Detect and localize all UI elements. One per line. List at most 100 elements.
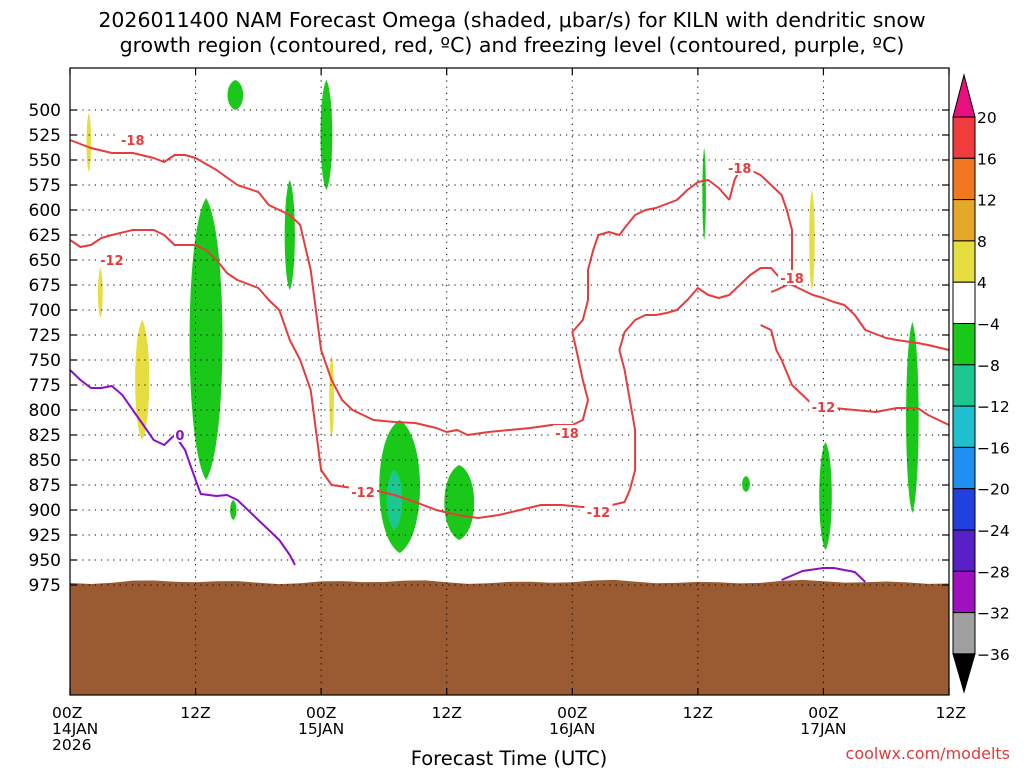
contour-line (69, 139, 573, 436)
contour-label: -12 (351, 486, 375, 501)
colorbar-bin (952, 323, 976, 366)
colorbar-bin (952, 612, 976, 655)
x-tick-label: 14JAN (52, 720, 98, 738)
x-tick-label: 00Z (557, 704, 587, 722)
omega-region (809, 190, 815, 290)
omega-region (444, 465, 475, 540)
contour-label-bg (553, 425, 582, 440)
colorbar-bin (952, 405, 976, 448)
x-axis-label: Forecast Time (UTC) (411, 747, 608, 768)
y-tick-label: 750 (29, 351, 61, 371)
omega-region (86, 113, 92, 172)
colorbar-tick-label: −28 (977, 563, 1010, 581)
y-tick-label: 725 (29, 326, 61, 346)
colorbar-tick-label: −4 (977, 316, 1000, 334)
colorbar-tick-label: 8 (977, 233, 987, 251)
contour-label-bg (349, 484, 377, 499)
y-tick-label: 650 (29, 251, 61, 271)
x-tick-label: 2026 (52, 736, 91, 754)
terrain-band (70, 579, 949, 695)
colorbar-bin (952, 199, 976, 242)
omega-region (702, 148, 706, 240)
colorbar-tick-label: 4 (977, 274, 987, 292)
x-tick-label: 00Z (808, 704, 838, 722)
omega-shaded-layer (86, 80, 919, 553)
y-tick-label: 700 (29, 301, 61, 321)
colorbar-bin (952, 446, 976, 490)
contour-label-bg (97, 252, 126, 267)
omega-region (227, 80, 244, 110)
contour-label-layer: -18 -12 0 -12 -18 -12 -18 -18 -12 (97, 132, 838, 521)
omega-region (819, 442, 832, 550)
colorbar-bottom-triangle (952, 653, 976, 694)
y-tick-label: 625 (29, 226, 61, 246)
y-tick-label: 600 (29, 201, 61, 221)
y-tick-label: 925 (29, 526, 61, 546)
colorbar-tick-label: −24 (977, 522, 1010, 540)
contour-line (69, 369, 296, 566)
chart-title-line-2: growth region (contoured, red, ºC) and f… (119, 33, 905, 57)
plot-frame (69, 67, 950, 696)
x-tick-label: 15JAN (298, 720, 344, 738)
x-tick-label: 00Z (52, 704, 82, 722)
contour-label-bg (725, 160, 754, 175)
terrain-layer (70, 579, 949, 695)
x-tick-label: 16JAN (549, 720, 595, 738)
contour-label: -18 (555, 427, 579, 442)
colorbar-bin (952, 364, 976, 407)
contour-label: -12 (100, 254, 124, 269)
chart-title-line-1: 2026011400 NAM Forecast Omega (shaded, μ… (98, 8, 926, 32)
y-tick-label: 525 (29, 126, 61, 146)
colorbar-bin (952, 116, 976, 159)
colorbar-tick-label: 16 (977, 150, 997, 168)
contour-line (69, 229, 656, 519)
contour-label: -18 (780, 272, 804, 287)
contour-line (781, 567, 866, 583)
x-tick-label: 12Z (936, 704, 966, 722)
colorbar-tick-label: −32 (977, 605, 1010, 623)
omega-region (386, 470, 403, 530)
y-tick-label: 800 (29, 401, 61, 421)
attribution-label: coolwx.com/modelts (845, 744, 1010, 763)
colorbar: 20 16 12 8 4 −4 −8 −12 −16 −20 −24 −28 −32 −36 (952, 73, 1010, 694)
colorbar-bin (952, 281, 976, 325)
omega-region (97, 268, 103, 318)
contour-label-bg (118, 132, 147, 147)
colorbar-bin (952, 157, 976, 201)
x-tick-label: 12Z (683, 704, 713, 722)
x-tick-label: 17JAN (800, 720, 846, 738)
omega-region (906, 322, 919, 513)
colorbar-bin (952, 240, 976, 283)
contour-label-bg (778, 270, 807, 285)
y-tick-label: 900 (29, 501, 61, 521)
y-tick-label: 775 (29, 376, 61, 396)
colorbar-tick-label: −16 (977, 439, 1010, 457)
omega-region (230, 500, 237, 520)
contour-label: 0 (175, 429, 184, 444)
contour-line (760, 324, 950, 426)
contour-label: -12 (587, 506, 611, 521)
colorbar-tick-label: 12 (977, 192, 997, 210)
omega-region (189, 198, 223, 480)
colorbar-bin (952, 570, 976, 614)
contour-label: -18 (728, 162, 752, 177)
y-tick-label: 850 (29, 451, 61, 471)
omega-region (742, 476, 750, 492)
contour-label-bg (809, 399, 838, 414)
y-tick-label: 500 (29, 101, 61, 121)
y-tick-label: 950 (29, 551, 61, 571)
colorbar-tick-label: −12 (977, 398, 1010, 416)
omega-region (329, 355, 334, 438)
contour-line (571, 179, 731, 426)
y-tick-label: 575 (29, 176, 61, 196)
contour-label: -18 (121, 134, 145, 149)
y-tick-label: 975 (29, 576, 61, 596)
contour-label: -12 (812, 401, 836, 416)
colorbar-bin (952, 529, 976, 572)
contour-label-bg (584, 504, 613, 519)
x-tick-label: 12Z (432, 704, 462, 722)
colorbar-tick-label: 20 (977, 109, 997, 127)
grid-layer (70, 68, 949, 695)
omega-region (284, 180, 295, 290)
